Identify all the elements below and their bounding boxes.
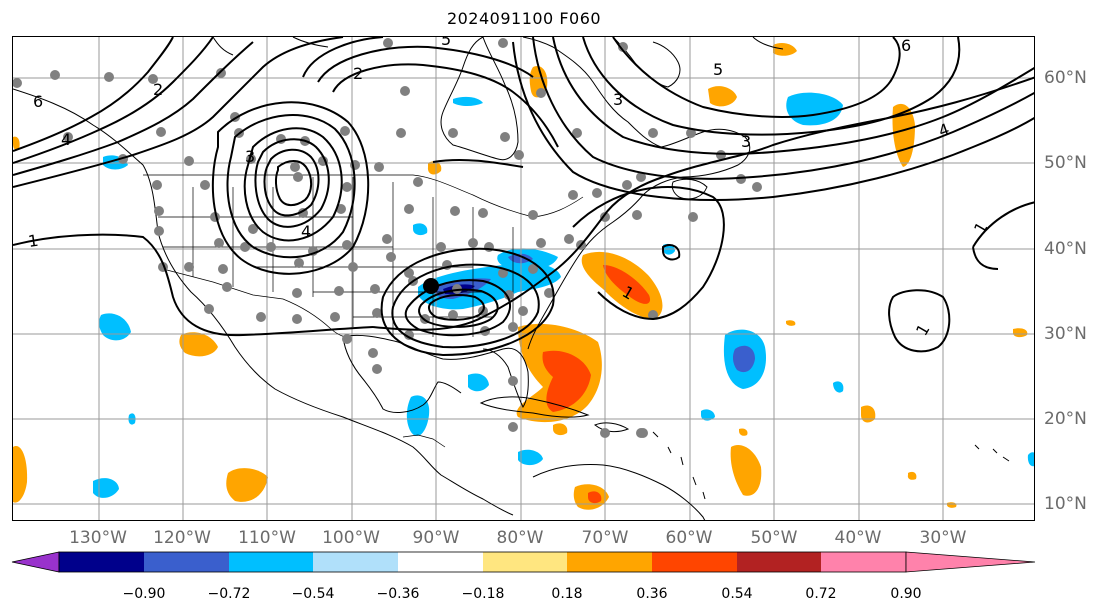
lon-label: 100°W xyxy=(322,528,380,548)
colorbar-bin xyxy=(229,552,313,572)
contour-lines xyxy=(13,37,1034,357)
lon-label: 50°W xyxy=(750,528,798,548)
lat-label: 40°N xyxy=(1044,239,1087,259)
contour-label: 2 xyxy=(153,80,163,99)
colorbar-bin xyxy=(567,552,652,572)
lat-label: 30°N xyxy=(1044,324,1087,344)
coast-newfoundland xyxy=(671,178,708,200)
border-us-mexico xyxy=(162,268,349,338)
contour-low-west xyxy=(243,127,343,242)
lat-label: 10°N xyxy=(1044,494,1087,514)
lat-label: 60°N xyxy=(1044,68,1087,88)
lon-label: 40°W xyxy=(834,528,882,548)
lat-label: 20°N xyxy=(1044,409,1087,429)
contour-label: 3 xyxy=(741,132,751,151)
colorbar-tick-label: 0.54 xyxy=(721,586,753,602)
colorbar-tick-label: 0.90 xyxy=(890,586,922,602)
coast-east xyxy=(522,37,751,350)
lon-label: 120°W xyxy=(153,528,211,548)
colorbar-bin xyxy=(59,552,144,572)
colorbar-bin xyxy=(821,552,906,572)
contour-label: 5 xyxy=(441,37,451,49)
contour-label: 6 xyxy=(901,37,911,55)
coast-cuba xyxy=(479,396,590,418)
colorbar-bin xyxy=(144,552,229,572)
colorbar-tick-label: −0.90 xyxy=(122,586,166,602)
contour-label: 3 xyxy=(245,147,255,166)
contour-1-west xyxy=(13,233,374,337)
lon-label: 70°W xyxy=(581,528,629,548)
contour-low-southeast xyxy=(404,279,512,337)
political-borders xyxy=(143,174,584,448)
coast-lesser-antilles xyxy=(652,431,1010,500)
state-lines xyxy=(158,177,514,337)
coast-canada-north xyxy=(212,37,784,88)
colorbar-tick-label: 0.36 xyxy=(636,586,668,602)
map-panel[interactable]: 1 2 3 4 5 6 1 1 1 3 6 5 4 2 3 4 xyxy=(12,36,1035,521)
colorbar-bin xyxy=(652,552,737,572)
contour-label: 3 xyxy=(613,90,623,109)
anomaly-shading xyxy=(13,43,1034,510)
colorbar-tick-label: 0.18 xyxy=(551,586,583,602)
lon-label: 90°W xyxy=(412,528,460,548)
border-us-canada xyxy=(143,174,584,218)
contour-label: 4 xyxy=(61,130,71,149)
plot-title: 2024091100 F060 xyxy=(446,9,602,28)
coast-hispaniola xyxy=(594,422,630,433)
contour-label: 1 xyxy=(912,321,934,339)
graticule xyxy=(13,37,1034,520)
colorbar-bin xyxy=(313,552,398,572)
colorbar xyxy=(11,551,1036,573)
colorbar-bin xyxy=(483,552,567,572)
contour-label: 1 xyxy=(970,219,992,237)
lat-label: 50°N xyxy=(1044,153,1087,173)
lon-label: 110°W xyxy=(238,528,296,548)
lon-label: 60°W xyxy=(665,528,713,548)
colorbar-tick-label: −0.54 xyxy=(291,586,335,602)
lon-label: 80°W xyxy=(496,528,544,548)
contour-high-east xyxy=(572,186,725,321)
storm-center-marker xyxy=(423,278,439,294)
station-markers xyxy=(13,38,762,438)
coast-south-america xyxy=(532,464,706,520)
colorbar-tick-label: −0.18 xyxy=(461,586,505,602)
colorbar-tick-label: −0.72 xyxy=(207,586,251,602)
lon-label: 30°W xyxy=(919,528,967,548)
map-canvas: 1 2 3 4 5 6 1 1 1 3 6 5 4 2 3 4 xyxy=(13,37,1034,520)
contour-label: 2 xyxy=(353,64,363,83)
contour-label: 1 xyxy=(27,231,40,251)
contour-label: 4 xyxy=(301,222,311,241)
contour-1-east xyxy=(888,289,951,353)
colorbar-extend-high xyxy=(905,551,1036,573)
contour-label: 6 xyxy=(33,92,43,111)
border-mexico-south xyxy=(402,434,446,448)
colorbar-tick-label: 0.72 xyxy=(805,586,837,602)
lon-label: 130°W xyxy=(69,528,127,548)
colorbar-bin xyxy=(398,552,483,572)
contour-label: 5 xyxy=(713,60,723,79)
colorbar-extend-low xyxy=(11,551,60,573)
colorbar-tick-label: −0.36 xyxy=(376,586,420,602)
colorbar-bin xyxy=(737,552,821,572)
